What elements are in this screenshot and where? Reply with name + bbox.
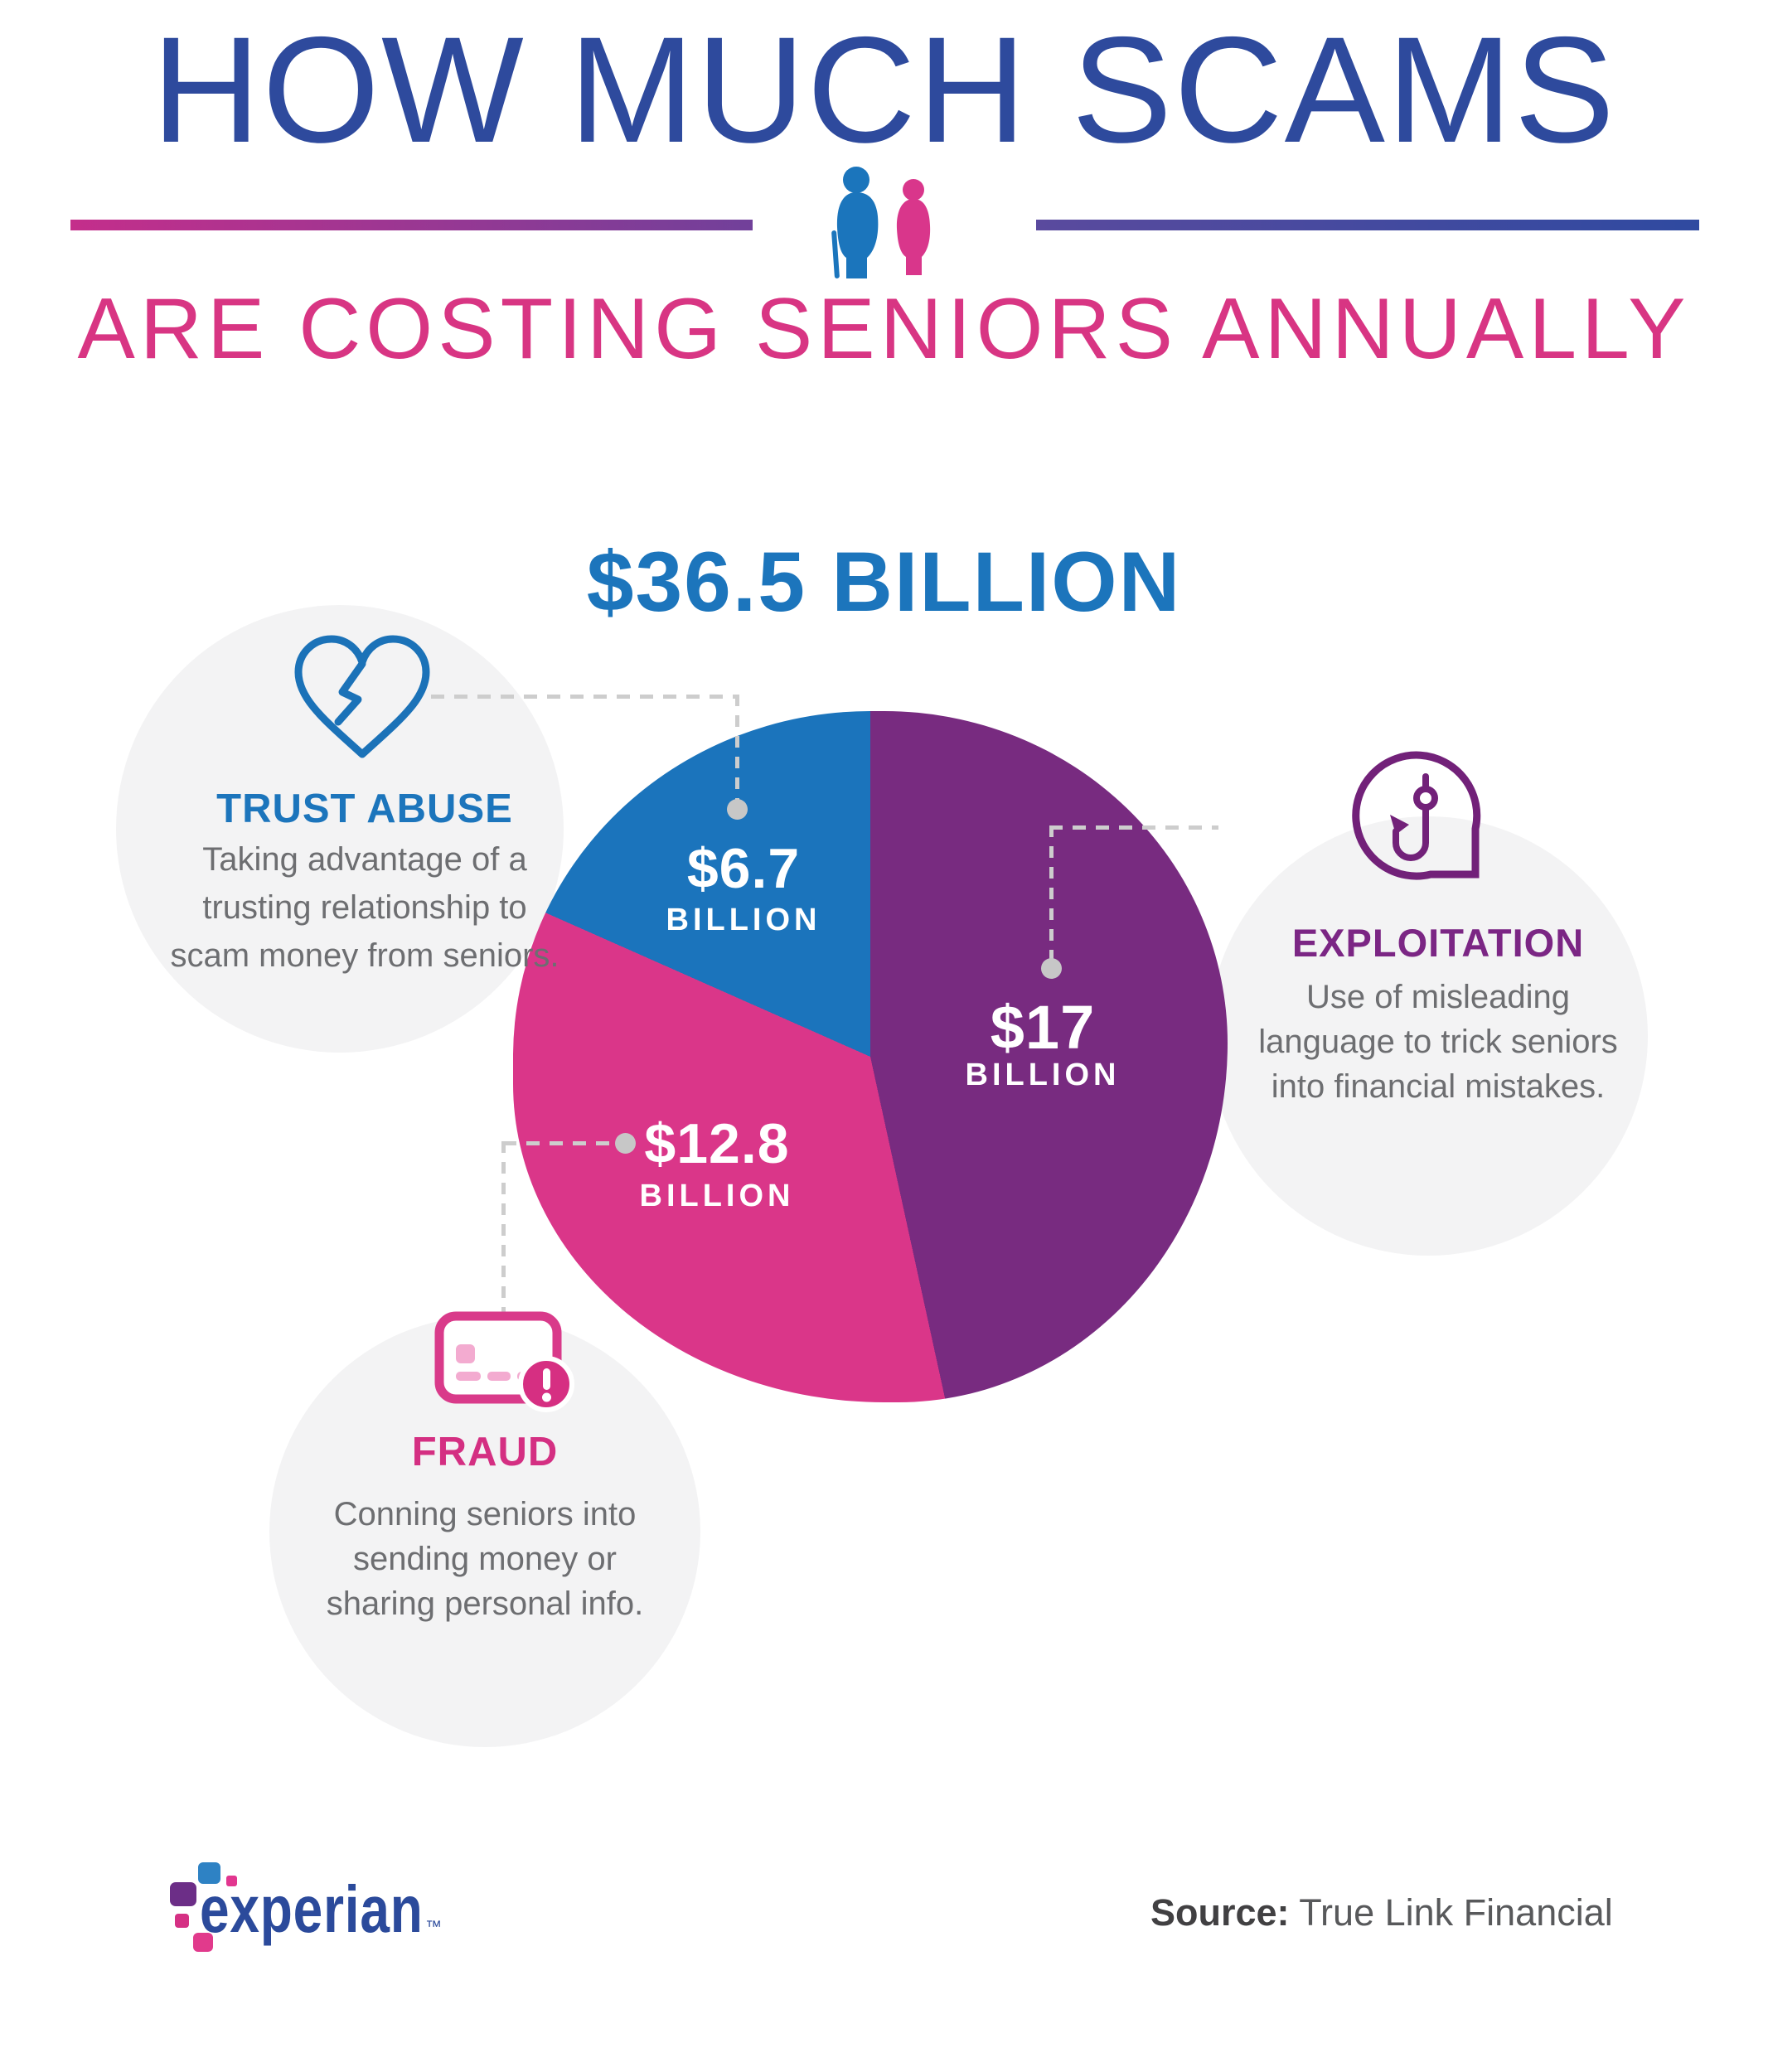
logo-block-magenta-small	[175, 1914, 189, 1928]
slice-label-trust-abuse-amount: $6.7	[686, 837, 801, 900]
trust-abuse-connector-dot	[727, 799, 748, 820]
slice-label-exploitation-unit: BILLION	[965, 1058, 1121, 1092]
slice-label-fraud-amount: $12.8	[644, 1112, 790, 1175]
page-title: HOW MUCH SCAMS	[151, 5, 1617, 174]
logo-block-pink-small	[226, 1876, 237, 1886]
trust-abuse-bubble	[116, 605, 564, 1053]
category-title-trust-abuse: TRUST ABUSE	[216, 787, 513, 831]
fraud-connector-line	[501, 1141, 506, 1312]
page-subtitle: ARE COSTING SENIORS ANNUALLY	[77, 281, 1691, 377]
logo-block-pink-bottom	[193, 1933, 213, 1952]
category-desc-exploitation: Use of misleading language to trick seni…	[1198, 975, 1678, 1109]
category-desc-fraud: Conning seniors into sending money or sh…	[286, 1492, 684, 1626]
exploitation-connector-dot	[1041, 958, 1062, 979]
woman-silhouette-icon	[896, 179, 931, 275]
category-title-exploitation: EXPLOITATION	[1291, 921, 1585, 965]
header-divider-right	[1036, 220, 1699, 230]
slice-label-fraud-unit: BILLION	[639, 1179, 795, 1213]
desc-line: language to trick seniors	[1258, 1024, 1618, 1060]
category-desc-trust-abuse: Taking advantage of a trusting relations…	[133, 835, 597, 980]
desc-line: Taking advantage of a	[202, 841, 527, 878]
fishing-hook-bubble-icon	[1352, 751, 1481, 880]
desc-line: sending money or	[353, 1541, 617, 1577]
credit-card-alert-icon	[434, 1311, 574, 1412]
source-label: Source:	[1150, 1891, 1290, 1934]
experian-logo: experian ™	[170, 1857, 468, 1964]
man-silhouette-icon	[831, 167, 879, 278]
desc-line: scam money from seniors.	[170, 937, 559, 974]
desc-line: sharing personal info.	[326, 1585, 644, 1622]
trust-abuse-connector-line	[735, 695, 739, 801]
trust-abuse-connector-line	[431, 695, 739, 699]
senior-couple-icon	[831, 167, 931, 278]
category-title-fraud: FRAUD	[411, 1430, 559, 1474]
desc-line: Use of misleading	[1306, 979, 1570, 1015]
fraud-connector-dot	[615, 1133, 636, 1154]
fraud-connector-line	[503, 1141, 616, 1145]
slice-label-exploitation-amount: $17	[990, 993, 1096, 1062]
desc-line: into financial mistakes.	[1271, 1068, 1606, 1105]
broken-heart-icon	[294, 635, 430, 758]
exploitation-connector-line	[1049, 825, 1218, 830]
logo-block-blue	[198, 1862, 220, 1884]
desc-line: Conning seniors into	[333, 1496, 637, 1532]
total-amount: $36.5 BILLION	[586, 535, 1182, 629]
slice-label-trust-abuse-unit: BILLION	[666, 903, 821, 937]
exploitation-connector-line	[1049, 825, 1054, 960]
header-divider-left	[70, 220, 753, 230]
trademark-symbol: ™	[425, 1918, 442, 1936]
experian-wordmark: experian	[200, 1872, 424, 1946]
desc-line: trusting relationship to	[202, 889, 527, 926]
source-attribution: Source: True Link Financial	[1150, 1891, 1613, 1934]
logo-block-purple	[170, 1882, 196, 1906]
source-value: True Link Financial	[1289, 1891, 1613, 1934]
exploitation-bubble	[1209, 816, 1648, 1256]
